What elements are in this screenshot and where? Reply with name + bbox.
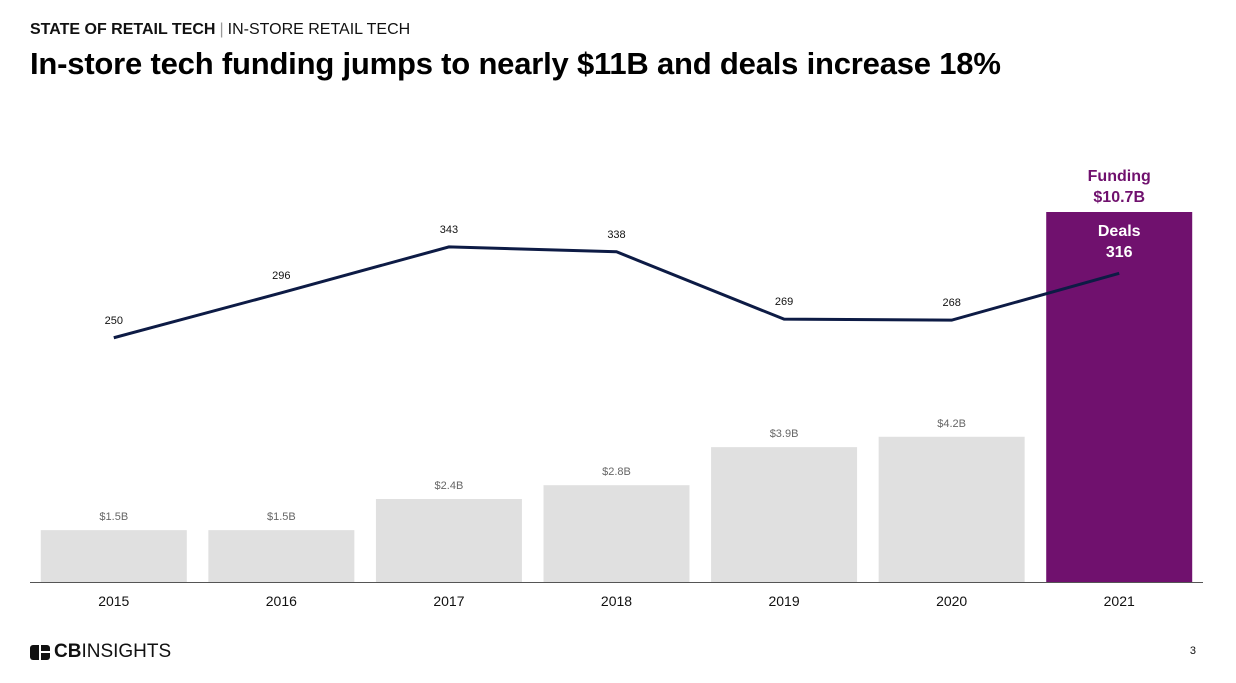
- kicker: STATE OF RETAIL TECH | IN-STORE RETAIL TEC…: [30, 21, 410, 39]
- funding-label: $3.9B: [770, 428, 799, 440]
- funding-label: $1.5B: [99, 511, 128, 523]
- logo-icon: [30, 644, 50, 660]
- funding-bar-2016: [208, 530, 355, 582]
- x-tick-label: 2017: [433, 593, 464, 609]
- deals-label: 250: [105, 315, 123, 327]
- x-tick-label: 2016: [266, 593, 297, 609]
- funding-bar-2018: [543, 485, 690, 582]
- funding-label: $2.4B: [435, 480, 464, 492]
- funding-bar-2020: [878, 436, 1025, 582]
- x-tick-label: 2015: [98, 593, 129, 609]
- page-title: In-store tech funding jumps to nearly $1…: [30, 46, 1001, 81]
- separator: |: [219, 21, 224, 38]
- funding-bar-2015: [40, 530, 187, 582]
- deals-annotation-label: Deals: [1098, 223, 1141, 240]
- funding-annotation-label: Funding: [1088, 168, 1151, 185]
- funding-label: $4.2B: [937, 418, 966, 430]
- x-tick-label: 2019: [768, 593, 799, 609]
- deals-annotation-value: 316: [1106, 244, 1133, 261]
- funding-bar-2019: [711, 447, 858, 582]
- deals-label: 296: [272, 270, 290, 282]
- cb-insights-logo: CBINSIGHTS: [30, 641, 171, 663]
- x-tick-label: 2021: [1104, 593, 1135, 609]
- deals-label: 268: [942, 297, 960, 309]
- funding-label: $1.5B: [267, 511, 296, 523]
- x-tick-label: 2018: [601, 593, 632, 609]
- deals-label: 338: [607, 229, 625, 241]
- funding-bar-2021: [1046, 212, 1193, 582]
- funding-bar-2017: [375, 499, 522, 582]
- subsection-label: IN-STORE RETAIL TECH: [227, 21, 411, 38]
- deals-label: 343: [440, 224, 458, 236]
- funding-label: $2.8B: [602, 466, 631, 478]
- deals-label: 269: [775, 296, 793, 308]
- page-number: 3: [1189, 645, 1196, 657]
- funding-annotation-value: $10.7B: [1093, 189, 1145, 206]
- section-label: STATE OF RETAIL TECH: [30, 21, 216, 38]
- deals-line: [113, 245, 1120, 340]
- x-tick-label: 2020: [936, 593, 967, 609]
